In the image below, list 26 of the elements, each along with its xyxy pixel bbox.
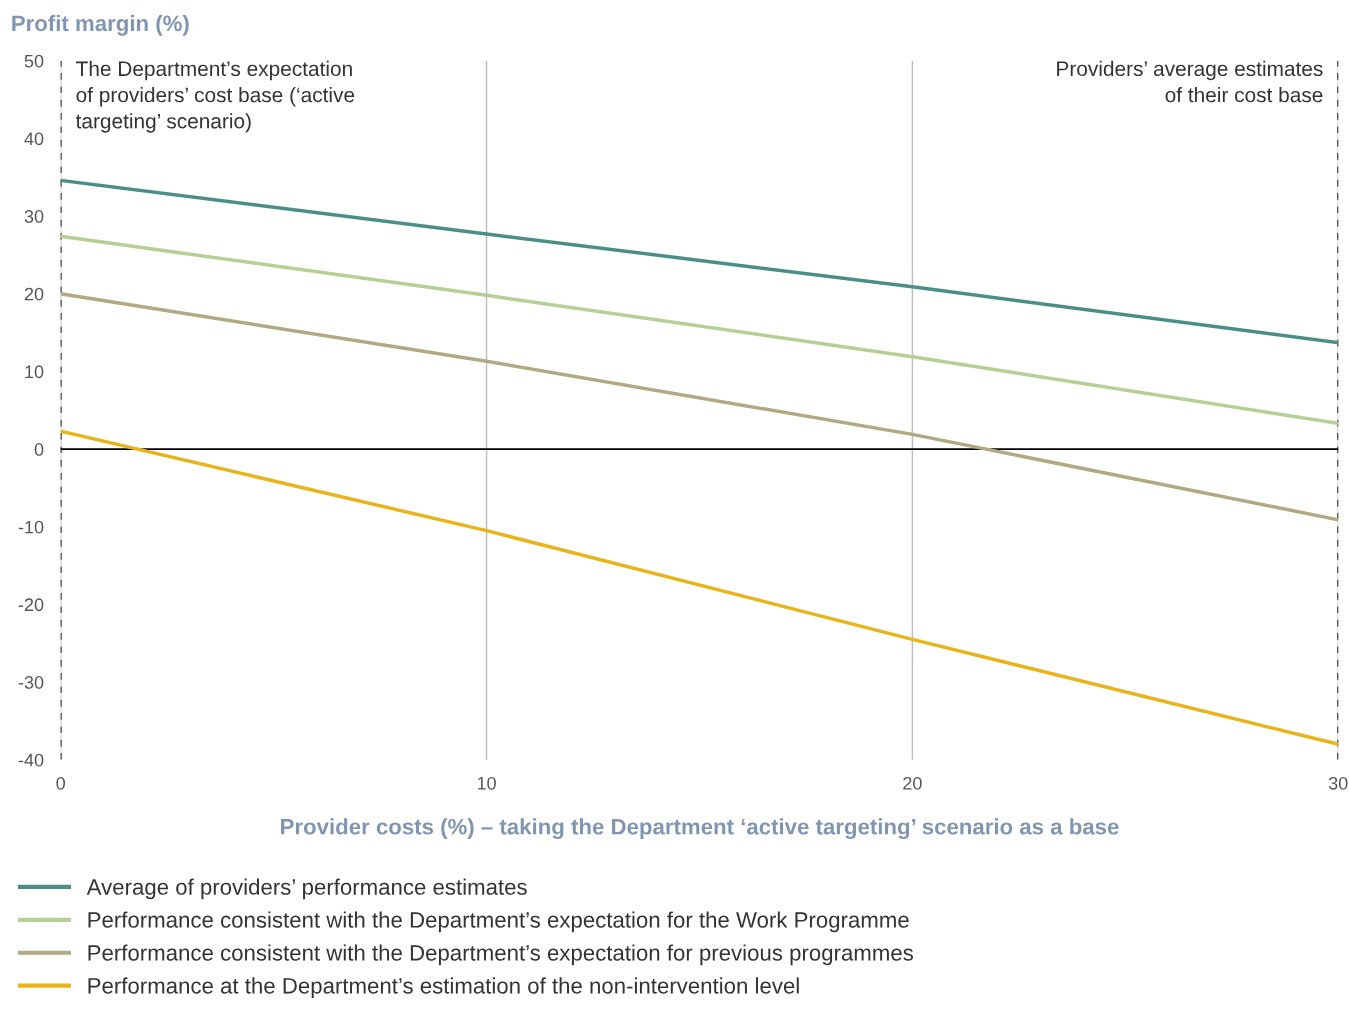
legend-label: Average of providers’ performance estimates [86,878,527,900]
y-tick-label: 10 [25,365,44,379]
x-tick-label: 30 [1328,776,1348,790]
y-tick-label: -40 [18,753,44,767]
y-tick-label: -10 [18,520,44,534]
y-tick-label: 40 [24,132,44,146]
ref-line-label: Providers’ average estimates of their cost base [1057,60,1323,103]
y-tick-label: -30 [18,676,44,689]
y-tick-label: -20 [18,598,44,612]
x-tick-label: 0 [56,776,66,790]
legend-label: Performance consistent with the Department’s expectation for the Work Programme [88,911,909,933]
x-tick-label: 20 [903,776,922,790]
y-axis-title: Profit margin (%) [12,14,189,36]
legend-label: Performance at the Department’s estimation of the non-intervention level [88,977,799,999]
x-tick-label: 10 [477,776,496,790]
y-tick-label: 20 [24,287,44,301]
line-series [60,429,1339,746]
legend-label: Performance consistent with the Department’s expectation for previous programmes [88,944,914,966]
x-axis-title: Provider costs (%) – taking the Department ‘active targeting’ scenario as a base [281,818,1119,840]
y-tick-label: 50 [24,54,44,68]
line-series [60,292,1339,522]
y-tick-label: 0 [34,443,44,456]
line-series [60,178,1339,345]
ref-line-label: The Department’s expectation of providers’ cost base (‘active targeting’ scenario) [75,60,355,133]
y-tick-label: 30 [24,210,44,223]
line-series [60,234,1339,426]
